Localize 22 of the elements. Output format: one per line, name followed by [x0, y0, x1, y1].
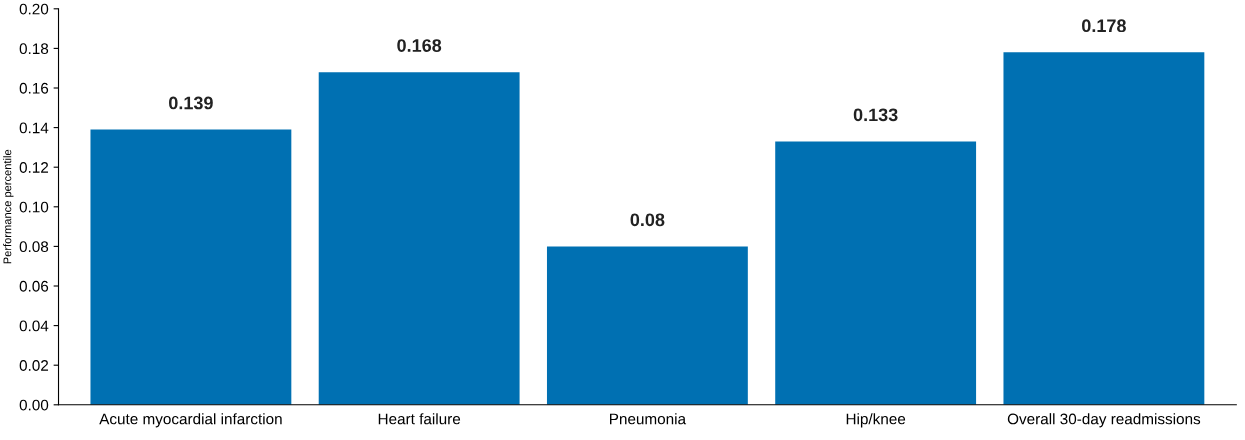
- y-tick-label: 0.00: [19, 399, 49, 411]
- data-label: 0.139: [169, 96, 213, 110]
- x-tick-label: Heart failure: [378, 413, 461, 425]
- data-label: 0.08: [630, 213, 665, 227]
- x-tick-label: Overall 30-day readmissions: [1007, 413, 1201, 428]
- y-axis-title: Performance percentile: [3, 149, 14, 264]
- data-label: 0.178: [1082, 19, 1126, 33]
- data-label: 0.133: [853, 108, 898, 122]
- y-tick-label: 0.08: [19, 241, 49, 253]
- y-tick-label: 0.12: [19, 162, 49, 173]
- y-tick-label: 0.18: [19, 43, 49, 55]
- y-tick-label: 0.04: [19, 320, 49, 332]
- y-tick-label: 0.10: [19, 201, 49, 213]
- x-tick-label: Pneumonia: [610, 413, 687, 425]
- y-tick-label: 0.14: [19, 122, 49, 134]
- y-tick-label: 0.06: [19, 280, 49, 292]
- x-tick-label: Acute myocardial infarction: [99, 413, 282, 428]
- y-tick-label: 0.02: [19, 360, 49, 371]
- y-tick-label: 0.16: [19, 82, 49, 94]
- y-tick-label: 0.20: [19, 3, 49, 15]
- data-label: 0.168: [397, 39, 442, 52]
- x-tick-label: Hip/knee: [846, 413, 906, 428]
